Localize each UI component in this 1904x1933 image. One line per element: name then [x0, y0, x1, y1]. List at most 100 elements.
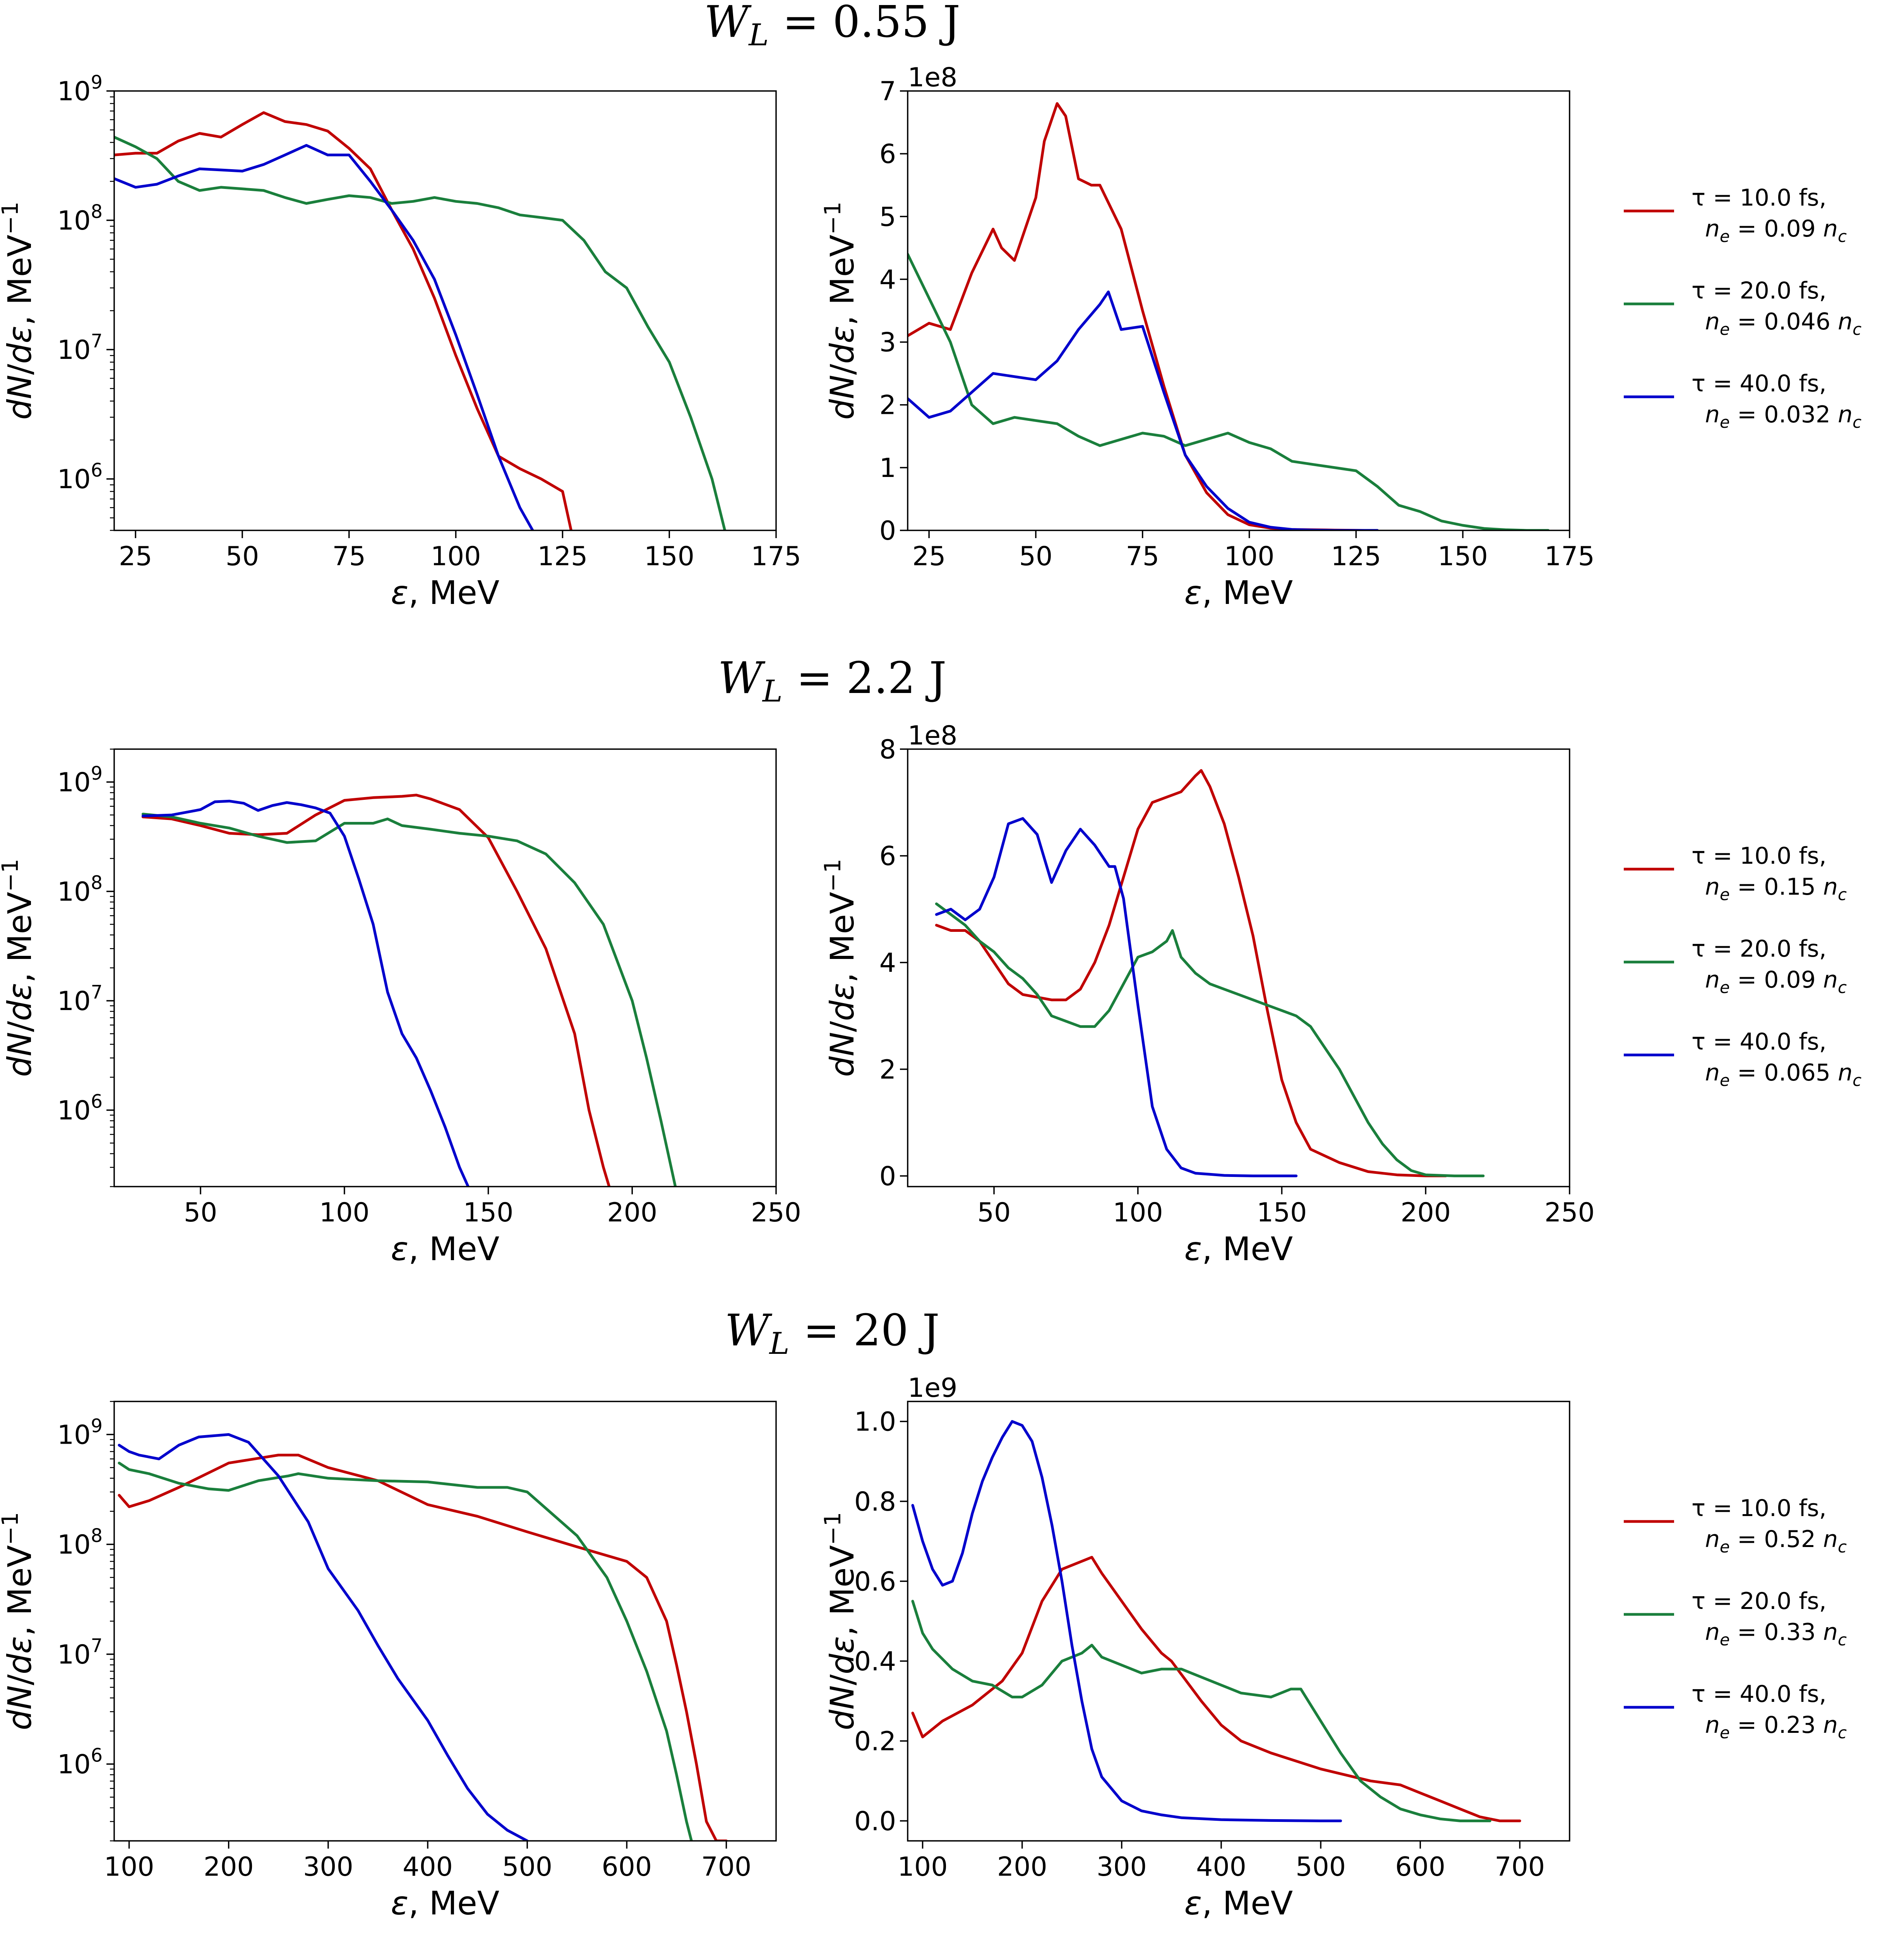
- x-tick-label: 100: [1224, 541, 1275, 572]
- legend-item: τ = 20.0 fs, ne = 0.09 nc: [1624, 935, 1847, 997]
- legend-item: τ = 10.0 fs, ne = 0.15 nc: [1624, 842, 1847, 904]
- x-tick-label: 100: [104, 1852, 154, 1882]
- legend-tau-label: τ = 10.0 fs,: [1691, 1495, 1827, 1522]
- series-line: [141, 813, 677, 1187]
- row-title: WL = 20 J: [725, 1305, 940, 1361]
- linear-panel: 50 100 150 200 250 0 2 4 6 8 1e8 ε, MeV dN/dε, MeV−1: [819, 720, 1595, 1268]
- x-axis-label: ε, MeV: [1184, 1884, 1293, 1922]
- y-tick-label: 107: [57, 1635, 103, 1670]
- legend-tau-label: τ = 40.0 fs,: [1691, 1028, 1827, 1055]
- log-panel: 50 100 150 200 250 106 107 108 109 ε, MeV dN/dε, M…: [0, 748, 801, 1268]
- plot-frame: [907, 748, 1570, 1187]
- legend-ne-label: ne = 0.33 nc: [1705, 1619, 1847, 1649]
- y-tick-label: 108: [57, 872, 103, 907]
- y-tick-label: 107: [57, 330, 103, 365]
- legend-item: τ = 10.0 fs, ne = 0.52 nc: [1624, 1495, 1847, 1556]
- y-tick-label: 106: [57, 1091, 103, 1126]
- series-line: [911, 1600, 1491, 1822]
- legend: τ = 10.0 fs, ne = 0.52 nc τ = 20.0 fs, ne =…: [1624, 1495, 1847, 1742]
- x-tick-label: 150: [463, 1197, 514, 1228]
- y-axis-label: dN/dε, MeV−1: [819, 859, 861, 1077]
- y-offset-label: 1e8: [908, 720, 957, 751]
- x-tick-label: 300: [303, 1852, 353, 1882]
- series-line: [114, 111, 572, 530]
- legend-ne-label: ne = 0.032 nc: [1705, 401, 1861, 432]
- legend-ne-label: ne = 0.065 nc: [1705, 1059, 1861, 1090]
- x-axis-label: ε, MeV: [391, 1230, 499, 1268]
- legend-item: τ = 20.0 fs, ne = 0.046 nc: [1624, 277, 1861, 339]
- legend-ne-label: ne = 0.09 nc: [1705, 215, 1847, 246]
- series-line: [911, 1556, 1521, 1822]
- series-line: [908, 253, 1550, 530]
- series-line: [118, 1433, 529, 1841]
- plot-frame: [907, 90, 1570, 531]
- x-tick-label: 200: [997, 1852, 1047, 1882]
- y-tick-label: 7: [879, 76, 896, 107]
- x-tick-label: 100: [898, 1852, 948, 1882]
- x-axis-label: ε, MeV: [391, 1884, 499, 1922]
- legend-tau-label: τ = 10.0 fs,: [1691, 842, 1827, 870]
- y-tick-label: 1.0: [854, 1407, 896, 1437]
- legend-tau-label: τ = 40.0 fs,: [1691, 1681, 1827, 1708]
- legend-tau-label: τ = 20.0 fs,: [1691, 935, 1827, 962]
- x-tick-label: 175: [751, 541, 801, 572]
- x-tick-label: 700: [701, 1852, 752, 1882]
- x-tick-label: 100: [319, 1197, 370, 1228]
- series-line: [935, 817, 1298, 1177]
- plot-frame: [113, 748, 777, 1187]
- series-line: [908, 290, 1379, 530]
- y-axis-label: dN/dε, MeV−1: [0, 202, 39, 420]
- plot-frame: [907, 1401, 1570, 1842]
- legend-ne-label: ne = 0.046 nc: [1705, 308, 1861, 339]
- y-tick-label: 2: [879, 390, 896, 421]
- y-tick-label: 0: [879, 516, 896, 546]
- y-tick-label: 0.4: [854, 1647, 896, 1677]
- row-title: WL = 0.55 J: [704, 0, 960, 53]
- legend-ne-label: ne = 0.09 nc: [1705, 966, 1847, 997]
- series-line: [908, 102, 1366, 530]
- x-tick-label: 50: [184, 1197, 218, 1228]
- y-tick-label: 109: [57, 763, 103, 798]
- legend-tau-label: τ = 40.0 fs,: [1691, 370, 1827, 397]
- series-line: [114, 144, 534, 530]
- x-tick-label: 75: [332, 541, 366, 572]
- x-tick-label: 400: [1196, 1852, 1246, 1882]
- legend-ne-label: ne = 0.23 nc: [1705, 1712, 1847, 1742]
- x-axis-label: ε, MeV: [391, 574, 499, 612]
- x-tick-label: 600: [602, 1852, 652, 1882]
- y-offset-label: 1e8: [908, 62, 957, 93]
- y-tick-label: 107: [57, 981, 103, 1017]
- y-offset-label: 1e9: [908, 1373, 957, 1403]
- y-tick-label: 4: [879, 264, 896, 295]
- x-tick-label: 50: [226, 541, 259, 572]
- y-axis-label: dN/dε, MeV−1: [819, 1512, 861, 1731]
- x-tick-label: 600: [1395, 1852, 1445, 1882]
- row-title: WL = 2.2 J: [718, 653, 947, 709]
- x-tick-label: 400: [403, 1852, 453, 1882]
- legend: τ = 10.0 fs, ne = 0.09 nc τ = 20.0 fs, ne =…: [1624, 184, 1861, 432]
- series-line: [935, 769, 1447, 1177]
- y-tick-label: 0: [879, 1161, 896, 1192]
- y-tick-label: 109: [57, 1415, 103, 1450]
- x-axis-label: ε, MeV: [1184, 1230, 1293, 1268]
- x-tick-label: 175: [1544, 541, 1595, 572]
- legend-item: τ = 40.0 fs, ne = 0.23 nc: [1624, 1681, 1847, 1742]
- y-tick-label: 0.6: [854, 1566, 896, 1597]
- x-tick-label: 300: [1097, 1852, 1147, 1882]
- series-line: [911, 1420, 1342, 1822]
- x-tick-label: 250: [751, 1197, 801, 1228]
- x-tick-label: 100: [1113, 1197, 1163, 1228]
- y-tick-label: 106: [57, 1745, 103, 1780]
- y-tick-label: 108: [57, 1525, 103, 1560]
- x-tick-label: 150: [1257, 1197, 1307, 1228]
- y-tick-label: 3: [879, 328, 896, 358]
- y-tick-label: 5: [879, 202, 896, 232]
- linear-panel: 100 200 300 400 500 600 700 0.0 0.2 0.4 0.6 0.8 1.0 1…: [819, 1373, 1570, 1922]
- x-tick-label: 500: [502, 1852, 552, 1882]
- x-tick-label: 50: [1019, 541, 1053, 572]
- y-tick-label: 1: [879, 453, 896, 484]
- x-tick-label: 150: [1438, 541, 1488, 572]
- y-tick-label: 2: [879, 1055, 896, 1085]
- legend: τ = 10.0 fs, ne = 0.15 nc τ = 20.0 fs, ne =…: [1624, 842, 1861, 1090]
